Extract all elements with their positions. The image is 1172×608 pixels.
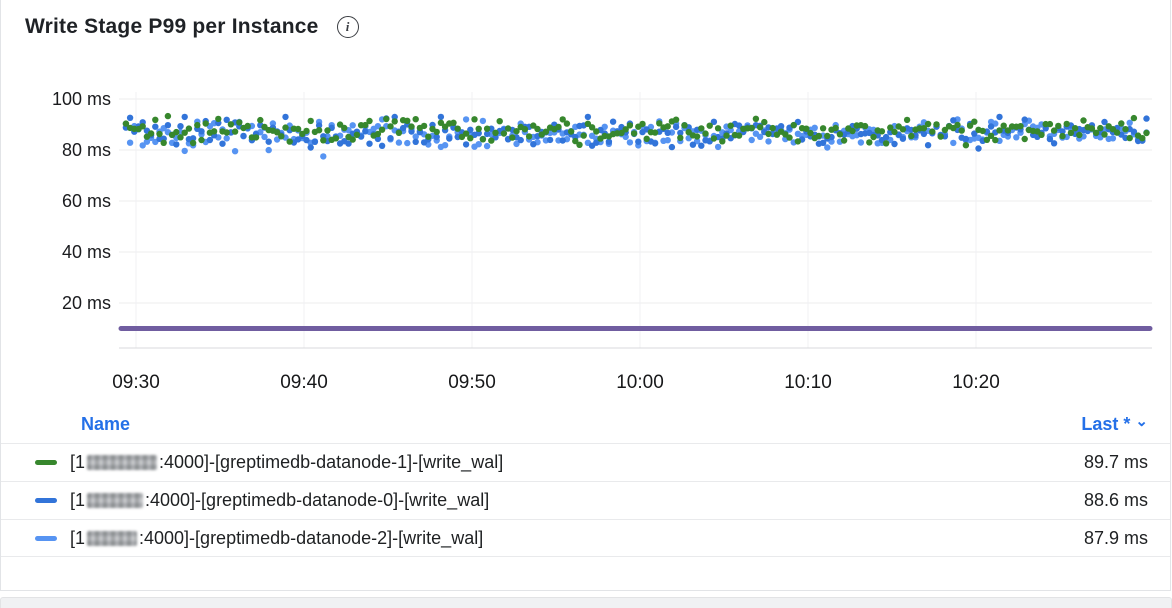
panel-title[interactable]: Write Stage P99 per Instance [25, 15, 319, 38]
series-color-swatch [35, 460, 57, 465]
chevron-down-icon: ⌄ [1135, 413, 1148, 430]
svg-text:10:00: 10:00 [616, 372, 664, 393]
series-name[interactable]: [1:4000]-[greptimedb-datanode-1]-[write_… [70, 452, 504, 472]
svg-text:40 ms: 40 ms [62, 242, 111, 262]
legend-row[interactable]: [1:4000]-[greptimedb-datanode-2]-[write_… [1, 519, 1170, 557]
series-color-swatch [35, 498, 57, 503]
svg-text:60 ms: 60 ms [62, 191, 111, 211]
panel-header: Write Stage P99 per Instance i [25, 15, 359, 39]
legend-header: Name Last * ⌄ [1, 405, 1170, 443]
series-last-value: 87.9 ms [1083, 527, 1148, 548]
svg-text:10:20: 10:20 [952, 372, 1000, 393]
svg-text:100 ms: 100 ms [52, 89, 111, 109]
grafana-panel-write-stage-p99: Write Stage P99 per Instance i 20 ms 40 m… [0, 0, 1171, 591]
info-icon[interactable]: i [336, 16, 359, 38]
legend-rows: [1:4000]-[greptimedb-datanode-1]-[write_… [1, 443, 1170, 557]
scatter-chart[interactable]: 20 ms 40 ms 60 ms 80 ms 100 ms 09:30 09:40 09:5… [1, 78, 1172, 400]
svg-text:10:10: 10:10 [784, 372, 832, 393]
svg-text:20 ms: 20 ms [62, 293, 111, 313]
svg-text:09:30: 09:30 [112, 372, 160, 393]
legend-last-header[interactable]: Last * ⌄ [1081, 413, 1148, 435]
svg-text:80 ms: 80 ms [62, 140, 111, 160]
series-color-swatch [35, 535, 57, 541]
series-name[interactable]: [1:4000]-[greptimedb-datanode-0]-[write_… [70, 490, 490, 510]
legend-row[interactable]: [1:4000]-[greptimedb-datanode-1]-[write_… [1, 443, 1170, 481]
redacted-ip [87, 530, 138, 546]
series-name[interactable]: [1:4000]-[greptimedb-datanode-2]-[write_… [70, 527, 484, 548]
legend-name-header[interactable]: Name [81, 413, 131, 434]
redacted-ip [87, 493, 144, 508]
svg-text:09:50: 09:50 [448, 372, 496, 393]
next-panel-top-edge [0, 597, 1172, 608]
svg-text:09:40: 09:40 [280, 372, 328, 393]
series-last-value: 89.7 ms [1083, 452, 1148, 472]
legend-row[interactable]: [1:4000]-[greptimedb-datanode-0]-[write_… [1, 481, 1170, 519]
legend-last-label: Last * [1081, 413, 1131, 434]
series-last-value: 88.6 ms [1083, 490, 1148, 510]
redacted-ip [87, 455, 158, 470]
